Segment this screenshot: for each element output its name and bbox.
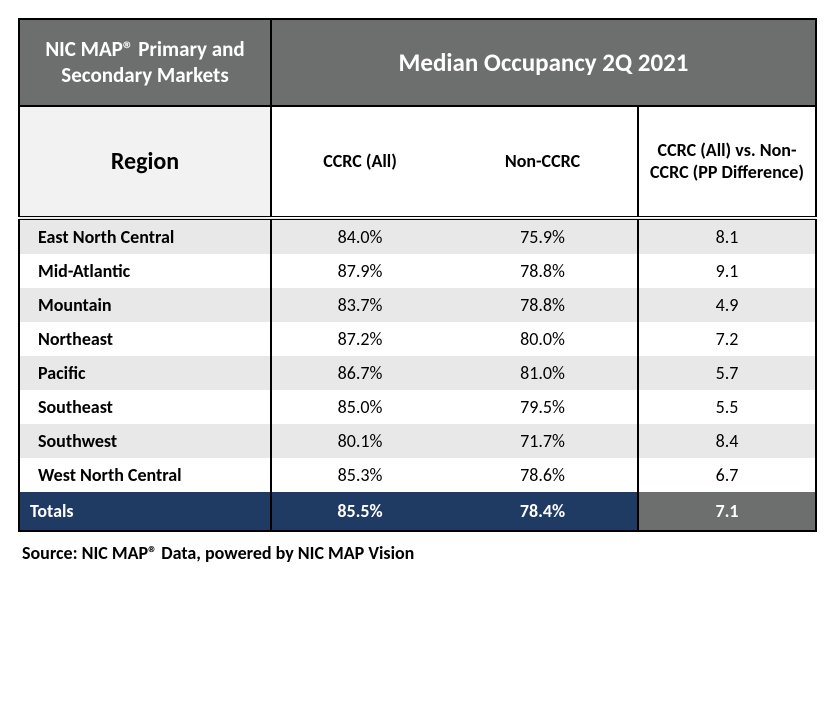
- totals-nonccrc: 78.4%: [448, 492, 638, 531]
- cell-ccrc: 83.7%: [271, 288, 448, 322]
- cell-nonccrc: 71.7%: [448, 424, 638, 458]
- cell-region: Pacific: [19, 356, 271, 390]
- cell-diff: 8.1: [638, 218, 816, 254]
- cell-ccrc: 84.0%: [271, 218, 448, 254]
- table-row: Mid-Atlantic87.9%78.8%9.1: [19, 254, 816, 288]
- totals-row: Totals85.5%78.4%7.1: [19, 492, 816, 531]
- cell-diff: 5.7: [638, 356, 816, 390]
- cell-nonccrc: 78.6%: [448, 458, 638, 492]
- col-head-region: Region: [19, 106, 271, 218]
- col-head-ccrc: CCRC (All): [271, 106, 448, 218]
- totals-diff: 7.1: [638, 492, 816, 531]
- cell-nonccrc: 80.0%: [448, 322, 638, 356]
- header-markets: NIC MAP® Primary and Secondary Markets: [19, 19, 271, 106]
- header-occupancy: Median Occupancy 2Q 2021: [271, 19, 816, 106]
- cell-region: Mountain: [19, 288, 271, 322]
- cell-diff: 7.2: [638, 322, 816, 356]
- table-row: Southwest80.1%71.7%8.4: [19, 424, 816, 458]
- source-note: Source: NIC MAP® Data, powered by NIC MA…: [18, 532, 815, 564]
- cell-region: East North Central: [19, 218, 271, 254]
- cell-ccrc: 86.7%: [271, 356, 448, 390]
- cell-ccrc: 87.2%: [271, 322, 448, 356]
- cell-diff: 4.9: [638, 288, 816, 322]
- cell-nonccrc: 78.8%: [448, 288, 638, 322]
- cell-nonccrc: 78.8%: [448, 254, 638, 288]
- cell-region: West North Central: [19, 458, 271, 492]
- totals-label: Totals: [19, 492, 271, 531]
- col-head-nonccrc: Non-CCRC: [448, 106, 638, 218]
- cell-diff: 6.7: [638, 458, 816, 492]
- table-row: Mountain83.7%78.8%4.9: [19, 288, 816, 322]
- cell-region: Southwest: [19, 424, 271, 458]
- cell-nonccrc: 79.5%: [448, 390, 638, 424]
- table-row: Southeast85.0%79.5%5.5: [19, 390, 816, 424]
- occupancy-table: NIC MAP® Primary and Secondary Markets M…: [18, 18, 817, 532]
- cell-region: Southeast: [19, 390, 271, 424]
- cell-ccrc: 80.1%: [271, 424, 448, 458]
- col-head-diff: CCRC (All) vs. Non-CCRC (PP Difference): [638, 106, 816, 218]
- cell-ccrc: 85.3%: [271, 458, 448, 492]
- cell-region: Northeast: [19, 322, 271, 356]
- cell-region: Mid-Atlantic: [19, 254, 271, 288]
- table-row: West North Central85.3%78.6%6.7: [19, 458, 816, 492]
- cell-diff: 8.4: [638, 424, 816, 458]
- cell-diff: 5.5: [638, 390, 816, 424]
- cell-ccrc: 85.0%: [271, 390, 448, 424]
- totals-ccrc: 85.5%: [271, 492, 448, 531]
- table-row: Northeast87.2%80.0%7.2: [19, 322, 816, 356]
- cell-ccrc: 87.9%: [271, 254, 448, 288]
- table-row: Pacific86.7%81.0%5.7: [19, 356, 816, 390]
- table-row: East North Central84.0%75.9%8.1: [19, 218, 816, 254]
- cell-nonccrc: 81.0%: [448, 356, 638, 390]
- cell-nonccrc: 75.9%: [448, 218, 638, 254]
- cell-diff: 9.1: [638, 254, 816, 288]
